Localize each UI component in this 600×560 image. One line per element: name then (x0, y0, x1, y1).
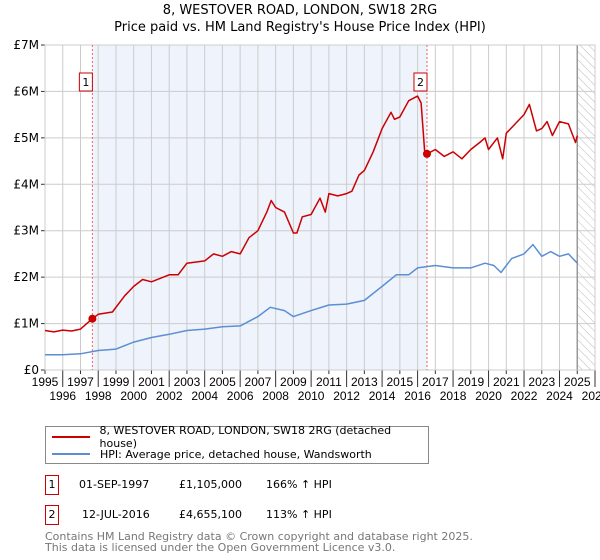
sale-hpi: 166% ↑ HPI (266, 478, 332, 491)
sale-point (88, 314, 97, 323)
sale-price: £1,105,000 (179, 478, 242, 491)
x-tick-label: 2009 (280, 375, 307, 389)
sale-badge: 2 (45, 505, 59, 525)
x-tick-label: 2006 (227, 389, 254, 403)
x-tick-label: 1997 (67, 375, 94, 389)
x-tick-label: 2015 (386, 375, 413, 389)
sale-label-box (78, 72, 93, 92)
y-tick-label: £2M (13, 270, 39, 284)
x-tick-label: 2011 (316, 375, 342, 389)
x-tick-label: 2018 (440, 389, 467, 403)
footer-licence: This data is licensed under the Open Gov… (45, 541, 396, 554)
x-tick-label: 2001 (138, 375, 165, 389)
y-tick-label: £3M (13, 224, 39, 238)
x-tick-label: 2016 (404, 389, 431, 403)
x-tick-label: 2012 (333, 389, 360, 403)
x-tick-label: 2005 (209, 375, 236, 389)
x-tick-label: 2026 (582, 389, 600, 403)
y-tick-label: £0 (24, 363, 39, 377)
footer-copyright: Contains HM Land Registry data © Crown c… (45, 530, 473, 543)
x-tick-label: 2010 (298, 389, 325, 403)
x-tick-label: 2021 (493, 375, 520, 389)
sale-price: £4,655,100 (179, 508, 242, 521)
y-tick-label: £6M (13, 84, 39, 98)
x-tick-label: 2014 (369, 389, 396, 403)
hpi-line (45, 243, 578, 356)
sale-point (422, 149, 431, 158)
x-tick-label: 2002 (156, 389, 183, 403)
sale-date: 12-JUL-2016 (82, 508, 150, 521)
x-tick-label: 2007 (245, 375, 272, 389)
x-tick-label: 2022 (511, 389, 538, 403)
y-tick-label: £5M (13, 131, 39, 145)
y-tick-label: £1M (13, 317, 39, 331)
x-tick-label: 2000 (120, 389, 147, 403)
footer: Contains HM Land Registry data © Crown c… (45, 531, 473, 553)
legend-label-hpi: HPI: Average price, detached house, Wand… (100, 447, 372, 461)
property-price-line (44, 95, 579, 333)
sale-label-box (413, 72, 428, 92)
x-tick-label: 2020 (475, 389, 502, 403)
x-tick-label: 1999 (103, 375, 130, 389)
x-tick-label: 2025 (564, 375, 591, 389)
legend-swatch-blue (52, 453, 90, 455)
sale-hpi: 113% ↑ HPI (266, 508, 332, 521)
x-tick-label: 2023 (528, 375, 555, 389)
sale-label: 2 (417, 76, 424, 89)
x-tick-label: 2003 (174, 375, 201, 389)
x-tick-label: 2024 (546, 389, 573, 403)
y-tick-label: £4M (13, 177, 39, 191)
legend-item-hpi: HPI: Average price, detached house, Wand… (52, 446, 372, 462)
sale-label: 1 (82, 76, 89, 89)
legend: 8, WESTOVER ROAD, LONDON, SW18 2RG (deta… (45, 424, 429, 464)
x-tick-label: 2013 (351, 375, 378, 389)
plot-frame (44, 44, 596, 371)
legend-swatch-red (52, 436, 90, 438)
forecast-hatch (577, 45, 595, 370)
x-tick-label: 2019 (457, 375, 484, 389)
chart-subtitle: Price paid vs. HM Land Registry's House … (114, 20, 486, 35)
x-tick-label: 1998 (85, 389, 112, 403)
chart-title: 8, WESTOVER ROAD, LONDON, SW18 2RG (162, 3, 438, 18)
x-tick-label: 1995 (32, 375, 59, 389)
x-tick-label: 1996 (49, 389, 76, 403)
price-chart: 1995199619971998199920002001200220032004… (13, 38, 600, 403)
sale-badge: 1 (45, 475, 59, 495)
y-tick-label: £7M (13, 38, 39, 52)
x-tick-label: 2004 (191, 389, 218, 403)
legend-item-property: 8, WESTOVER ROAD, LONDON, SW18 2RG (deta… (52, 424, 428, 450)
ownership-shade (92, 45, 427, 370)
x-tick-label: 2017 (422, 375, 449, 389)
sale-date: 01-SEP-1997 (79, 478, 150, 491)
x-tick-label: 2008 (262, 389, 289, 403)
legend-label-property: 8, WESTOVER ROAD, LONDON, SW18 2RG (deta… (99, 424, 392, 450)
